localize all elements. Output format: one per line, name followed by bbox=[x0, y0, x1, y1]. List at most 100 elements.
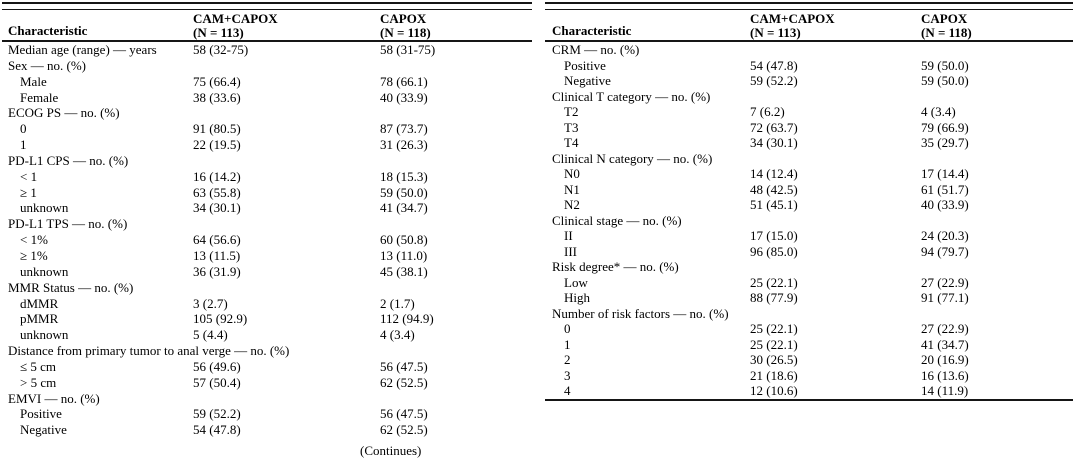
cell-cam-capox: 105 (92.9) bbox=[193, 311, 248, 327]
cell-cam-capox: 57 (50.4) bbox=[193, 374, 241, 390]
table-row: MMR Status — no. (%) bbox=[2, 280, 532, 296]
row-label: Positive bbox=[564, 57, 606, 73]
row-label: unknown bbox=[20, 263, 69, 279]
table-row: 1 22 (19.5) 31 (26.3) bbox=[2, 137, 532, 153]
cell-capox: 35 (29.7) bbox=[921, 135, 969, 150]
table-row: Male 75 (66.4) 78 (66.1) bbox=[2, 74, 532, 90]
cell-cam-capox: 17 (15.0) bbox=[750, 228, 798, 243]
cell-capox: 41 (34.7) bbox=[380, 200, 428, 216]
table-header: Characteristic CAM+CAPOX (N = 113) CAPOX… bbox=[2, 10, 532, 40]
table-row: Low 25 (22.1) 27 (22.9) bbox=[545, 275, 1073, 291]
table-row: PD-L1 CPS — no. (%) bbox=[2, 153, 532, 169]
row-label: 1 bbox=[564, 336, 571, 352]
cell-capox: 27 (22.9) bbox=[921, 274, 969, 290]
header-arm1-n: (N = 113) bbox=[193, 25, 244, 40]
cell-cam-capox: 88 (77.9) bbox=[750, 290, 798, 305]
cell-capox: 61 (51.7) bbox=[921, 181, 969, 197]
row-label: Risk degree* — no. (%) bbox=[552, 259, 679, 274]
cell-cam-capox: 54 (47.8) bbox=[750, 57, 798, 73]
row-label: Male bbox=[20, 73, 47, 89]
row-label: Negative bbox=[564, 73, 611, 88]
header-cam-capox-column: CAM+CAPOX (N = 113) bbox=[750, 12, 835, 40]
row-label: 1 bbox=[20, 137, 27, 153]
cell-capox: 62 (52.5) bbox=[380, 422, 428, 438]
table-row: ≥ 1% 13 (11.5) 13 (11.0) bbox=[2, 248, 532, 264]
characteristics-table-right-panel: Characteristic CAM+CAPOX (N = 113) CAPOX… bbox=[545, 2, 1073, 401]
table-body: CRM — no. (%) Positive 54 (47.8) 59 (50.0) N… bbox=[545, 42, 1073, 399]
cell-capox: 45 (38.1) bbox=[380, 263, 428, 279]
table-row: 1 25 (22.1) 41 (34.7) bbox=[545, 337, 1073, 353]
header-capox-column: CAPOX (N = 118) bbox=[380, 12, 431, 40]
cell-capox: 56 (47.5) bbox=[380, 358, 428, 374]
cell-capox: 79 (66.9) bbox=[921, 119, 969, 135]
cell-cam-capox: 12 (10.6) bbox=[750, 383, 798, 398]
row-label: < 1 bbox=[20, 168, 38, 184]
cell-cam-capox: 38 (33.6) bbox=[193, 89, 241, 105]
row-label: < 1% bbox=[20, 232, 48, 248]
row-label: Median age (range) — years bbox=[8, 42, 157, 57]
cell-capox: 58 (31-75) bbox=[380, 42, 436, 57]
table-row: EMVI — no. (%) bbox=[2, 391, 532, 407]
cell-cam-capox: 91 (80.5) bbox=[193, 121, 241, 137]
table-row: ≥ 1 63 (55.8) 59 (50.0) bbox=[2, 185, 532, 201]
cell-cam-capox: 14 (12.4) bbox=[750, 166, 798, 181]
table-row: Distance from primary tumor to anal verg… bbox=[2, 343, 532, 359]
cell-cam-capox: 54 (47.8) bbox=[193, 422, 241, 438]
row-label: unknown bbox=[20, 200, 69, 216]
cell-cam-capox: 36 (31.9) bbox=[193, 263, 241, 279]
cell-capox: 14 (11.9) bbox=[921, 383, 969, 398]
table-row: < 1% 64 (56.6) 60 (50.8) bbox=[2, 232, 532, 248]
header-arm2-n: (N = 118) bbox=[380, 25, 431, 40]
cell-capox: 56 (47.5) bbox=[380, 406, 428, 422]
table-row: 2 30 (26.5) 20 (16.9) bbox=[545, 352, 1073, 368]
row-label: PD-L1 TPS — no. (%) bbox=[8, 216, 128, 232]
row-label: Clinical stage — no. (%) bbox=[552, 212, 682, 228]
cell-capox: 59 (50.0) bbox=[921, 73, 969, 88]
row-label: 4 bbox=[564, 383, 571, 398]
cell-capox: 40 (33.9) bbox=[380, 89, 428, 105]
table-row: T2 7 (6.2) 4 (3.4) bbox=[545, 104, 1073, 120]
table-row: Number of risk factors — no. (%) bbox=[545, 306, 1073, 322]
header-arm2-n: (N = 118) bbox=[921, 25, 972, 40]
cell-cam-capox: 59 (52.2) bbox=[193, 406, 241, 422]
row-label: unknown bbox=[20, 327, 69, 343]
table-row: PD-L1 TPS — no. (%) bbox=[2, 216, 532, 232]
header-arm2-name: CAPOX bbox=[921, 11, 968, 26]
row-label: Positive bbox=[20, 406, 62, 422]
row-label: Low bbox=[564, 274, 588, 290]
cell-cam-capox: 25 (22.1) bbox=[750, 321, 798, 336]
cell-cam-capox: 56 (49.6) bbox=[193, 358, 241, 374]
header-characteristic: Characteristic bbox=[552, 23, 632, 38]
row-label: 2 bbox=[564, 352, 571, 367]
table-row: Female 38 (33.6) 40 (33.9) bbox=[2, 90, 532, 106]
table-row: pMMR 105 (92.9) 112 (94.9) bbox=[2, 311, 532, 327]
cell-cam-capox: 72 (63.7) bbox=[750, 119, 798, 135]
cell-cam-capox: 22 (19.5) bbox=[193, 137, 241, 153]
row-label: T2 bbox=[564, 104, 579, 119]
cell-cam-capox: 25 (22.1) bbox=[750, 274, 798, 290]
cell-capox: 112 (94.9) bbox=[380, 311, 434, 327]
table-row: Sex — no. (%) bbox=[2, 58, 532, 74]
cell-cam-capox: 48 (42.5) bbox=[750, 181, 798, 197]
header-arm1-name: CAM+CAPOX bbox=[750, 11, 835, 26]
header-arm1-name: CAM+CAPOX bbox=[193, 11, 278, 26]
cell-capox: 24 (20.3) bbox=[921, 228, 969, 243]
cell-cam-capox: 51 (45.1) bbox=[750, 197, 798, 212]
row-label: Distance from primary tumor to anal verg… bbox=[8, 343, 290, 359]
table-body: Median age (range) — years 58 (32-75) 58 (… bbox=[2, 42, 532, 438]
table-row: Positive 54 (47.8) 59 (50.0) bbox=[545, 58, 1073, 74]
row-label: T4 bbox=[564, 135, 579, 150]
table-row: Clinical N category — no. (%) bbox=[545, 151, 1073, 167]
cell-cam-capox: 34 (30.1) bbox=[193, 200, 241, 216]
row-label: Female bbox=[20, 89, 59, 105]
row-label: pMMR bbox=[20, 311, 59, 327]
cell-cam-capox: 63 (55.8) bbox=[193, 184, 241, 200]
header-arm1-n: (N = 113) bbox=[750, 25, 801, 40]
table-row: N0 14 (12.4) 17 (14.4) bbox=[545, 166, 1073, 182]
header-arm2-name: CAPOX bbox=[380, 11, 427, 26]
cell-cam-capox: 30 (26.5) bbox=[750, 352, 798, 367]
table-row: 0 91 (80.5) 87 (73.7) bbox=[2, 121, 532, 137]
row-label: N1 bbox=[564, 181, 580, 197]
cell-capox: 18 (15.3) bbox=[380, 168, 428, 184]
table-row: 3 21 (18.6) 16 (13.6) bbox=[545, 368, 1073, 384]
